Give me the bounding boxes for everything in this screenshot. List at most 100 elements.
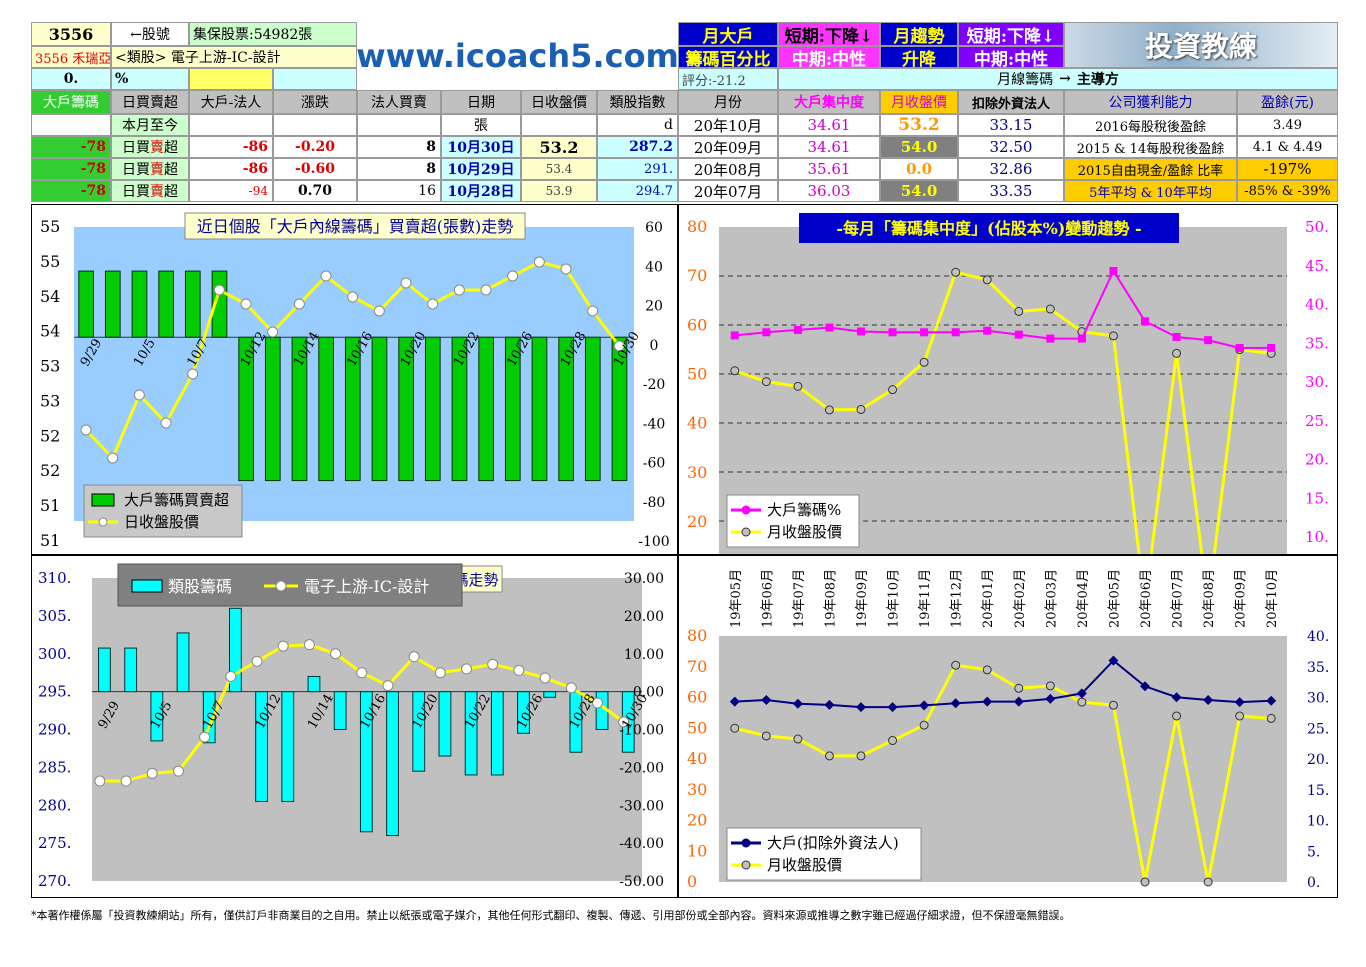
y-tick-left: 290. (38, 721, 71, 739)
y-tick-left: 300. (38, 645, 71, 663)
bar-chip (264, 336, 281, 482)
holder-point (1108, 655, 1119, 666)
daily-chip-chart: 9/29 10/5 10/7 10/12 10/14 10/16 10/20 10/22 10/… (32, 205, 677, 554)
y-tick-left: 0 (687, 872, 697, 891)
x-tick-label: 19年10月 (887, 569, 902, 628)
index-point (408, 651, 420, 663)
index-point (94, 775, 106, 787)
daily-inst: 8 (357, 136, 441, 158)
index-point (277, 640, 289, 652)
y-tick-right: 20. (1305, 451, 1329, 469)
price-point (400, 277, 412, 289)
conc-point (857, 327, 865, 336)
y-tick-right: 40. (1305, 296, 1329, 314)
daily-index: 287.2 (597, 136, 678, 158)
sector-chip-chart: 9/29 10/5 10/7 10/12 10/14 10/16 10/20 10/22 10/… (32, 556, 677, 897)
price-point (267, 326, 279, 338)
index-point (434, 667, 446, 679)
y-tick-left: 50 (687, 718, 707, 737)
legend-marker (275, 580, 287, 592)
price-point (373, 305, 385, 317)
shares-count: 集保股票:54982張 (189, 22, 357, 46)
col-header-change: 漲跌 (273, 90, 357, 114)
y-tick-right: 0.00 (633, 685, 664, 701)
site-url[interactable]: www.icoach5.com (357, 37, 678, 75)
summary-label: 本月至今 (111, 114, 189, 136)
holder-point (824, 699, 835, 710)
y-tick-left: 305. (38, 607, 71, 625)
y-tick-right: -100 (638, 534, 669, 550)
copyright-footer: *本著作權係屬「投資教練網站」所有，僅供訂戶非商業目的之自用。禁止以紙張或電子媒… (31, 909, 1071, 922)
legend-marker (741, 838, 751, 848)
holder-point (950, 698, 961, 709)
blank-cell (273, 68, 357, 90)
conc-point (1141, 317, 1149, 326)
bar-chip (478, 336, 494, 482)
conc-point (793, 325, 802, 334)
eps-value: 4.1 & 4.49 (1237, 136, 1338, 158)
x-tick-label: 19年11月 (918, 569, 933, 628)
sector-chip-chart-panel: 9/29 10/5 10/7 10/12 10/14 10/16 10/20 10/22 10/… (31, 555, 678, 898)
index-point (199, 731, 211, 743)
y-tick-left: 53 (40, 391, 60, 410)
y-tick-left: 295. (38, 683, 71, 701)
holder-point (919, 700, 930, 711)
col-header-date: 日期 (441, 90, 521, 114)
code-arrow: ←股號 (111, 22, 189, 46)
price-point (793, 381, 803, 391)
x-tick-label: 19年08月 (823, 569, 838, 628)
y-tick-left: 51 (40, 531, 60, 550)
y-tick-right: 25. (1307, 721, 1329, 737)
bar-chip (371, 336, 388, 482)
y-tick-right: -40 (643, 416, 666, 432)
y-tick-left: 54 (40, 322, 60, 341)
summary-blank (189, 114, 273, 136)
price-point (453, 284, 465, 296)
price-point (347, 291, 359, 303)
legend-label: 大戶籌碼買賣超 (124, 491, 229, 509)
price-point (982, 275, 992, 285)
y-tick-right: 20 (645, 299, 663, 315)
bar-sector (124, 647, 138, 693)
price-point (888, 736, 898, 746)
conc-point (730, 331, 739, 340)
legend-label: 電子上游-IC-設計 (304, 577, 429, 596)
pct-value: 0. (31, 68, 111, 90)
bar-chip (131, 270, 148, 338)
y-tick-right: 0. (1307, 875, 1320, 891)
col-header-mclose: 月收盤價 (880, 90, 958, 114)
bar-sector (438, 691, 452, 757)
price-point (951, 267, 961, 277)
summary-d: d (597, 114, 678, 136)
price-point (160, 417, 172, 429)
bar-chip (531, 336, 548, 482)
index-point (251, 655, 263, 667)
monthly-ex: 32.50 (958, 136, 1064, 158)
bar-sector (176, 632, 190, 693)
y-tick-left: 40 (687, 749, 707, 768)
holder-line (734, 659, 1272, 709)
col-header-ex: 扣除外資法人 (958, 90, 1064, 114)
conc-point (951, 328, 960, 337)
y-tick-left: 53 (40, 357, 60, 376)
monthly-ex: 32.86 (958, 158, 1064, 180)
x-tick-label: 19年09月 (855, 569, 870, 628)
x-tick-label: 20年04月 (1076, 569, 1091, 628)
daily-type: 日買賣超 (111, 136, 189, 158)
y-tick-left: 60 (687, 315, 707, 334)
col-header-conc: 大戶集中度 (778, 90, 880, 114)
summary-blank (521, 114, 597, 136)
holder-point (982, 696, 993, 707)
sector-name: <類股> 電子上游-IC-設計 (111, 46, 357, 68)
monthly-month: 20年07月 (678, 180, 778, 202)
price-point (1172, 348, 1182, 358)
price-point (761, 731, 771, 741)
holder-point (729, 696, 740, 707)
mid-term-2: 中期:中性 (958, 46, 1064, 68)
y-tick-right: 45. (1305, 257, 1329, 275)
price-point (427, 298, 439, 310)
monthly-close: 0.0 (880, 158, 958, 180)
bar-chip (424, 336, 441, 482)
y-tick-left: 50 (687, 365, 707, 384)
price-point (1045, 681, 1055, 691)
